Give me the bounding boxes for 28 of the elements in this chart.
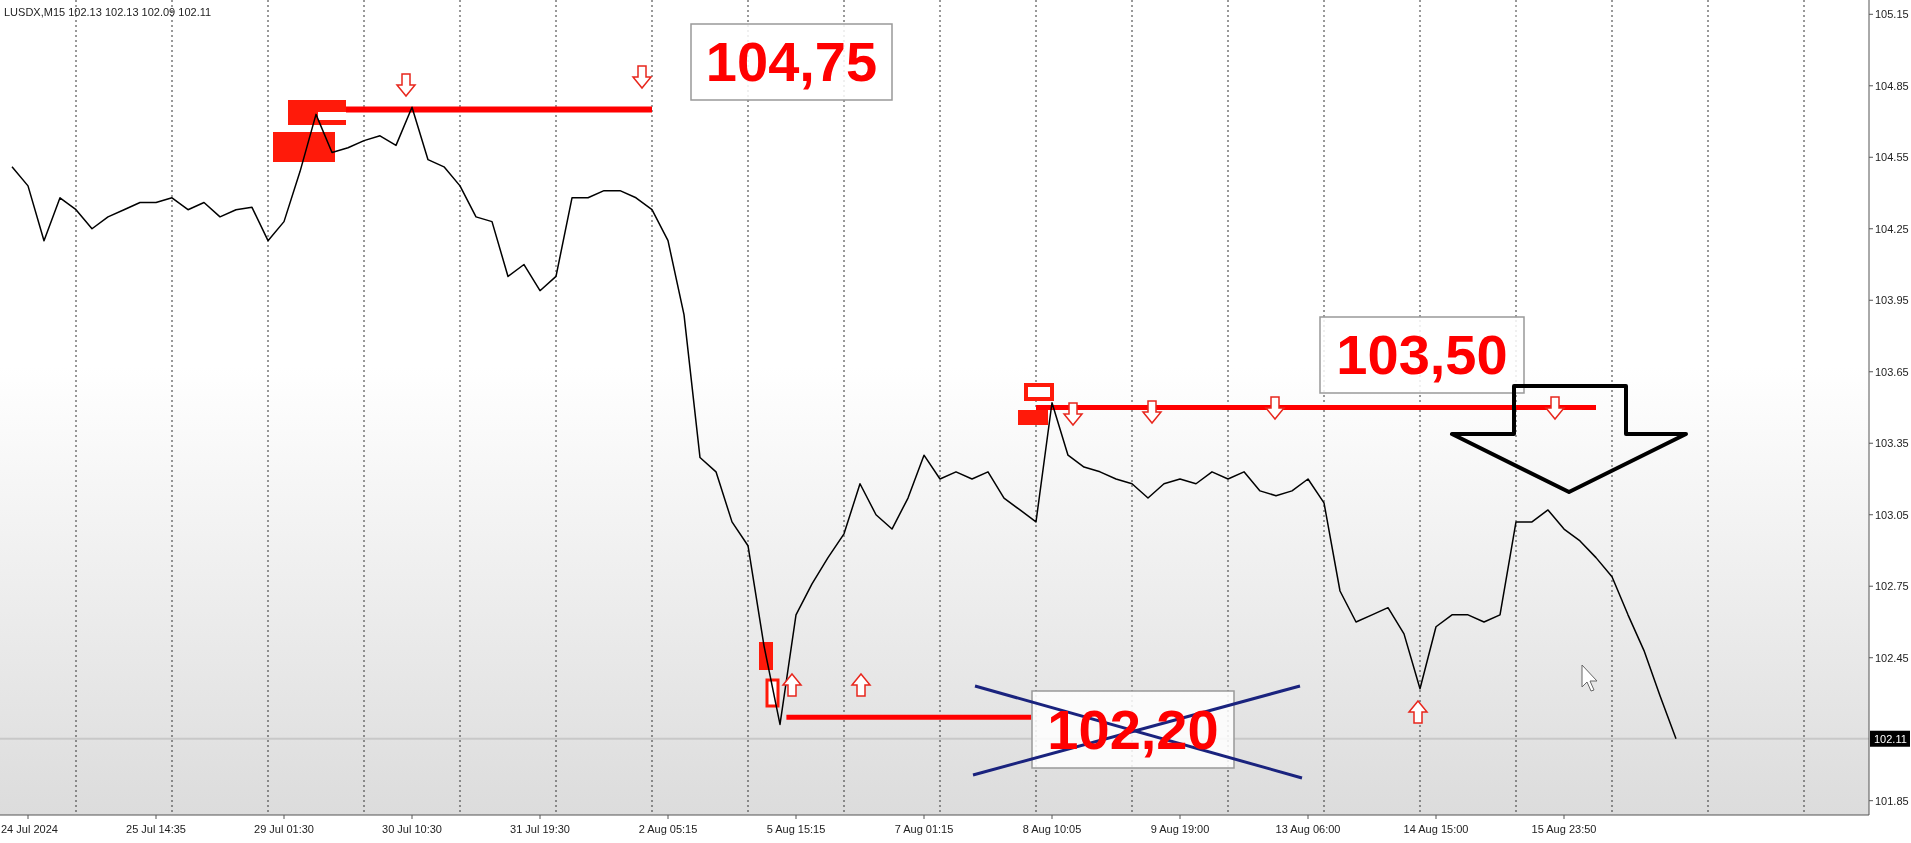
y-tick-label: 101.85 [1875, 794, 1909, 807]
x-tick-label: 5 Aug 15:15 [766, 823, 826, 835]
y-tick-label: 103.95 [1875, 294, 1909, 307]
x-tick-label: 15 Aug 23:50 [1531, 823, 1597, 835]
x-tick-label: 13 Aug 06:00 [1275, 823, 1341, 835]
ref-line-label: 104,75 [705, 30, 878, 93]
x-tick-label: 24 Jul 2024 [1, 823, 58, 835]
ref-line-label: 102.11 [1874, 732, 1907, 745]
x-tick-label: 25 Jul 14:35 [126, 823, 186, 835]
y-tick-label: 103.35 [1875, 437, 1909, 450]
y-tick-label: 104.55 [1875, 151, 1909, 164]
x-tick-label: 2 Aug 05:15 [638, 823, 698, 835]
y-tick-label: 104.85 [1875, 79, 1909, 92]
x-tick-label: 7 Aug 01:15 [894, 823, 954, 835]
ref-line-label: 103,50 [1336, 323, 1508, 386]
x-tick-label: 14 Aug 15:00 [1403, 823, 1469, 835]
x-tick-label: 8 Aug 10:05 [1022, 823, 1082, 835]
y-tick-label: 104.25 [1875, 222, 1909, 235]
y-tick-label: 102.45 [1875, 651, 1909, 664]
y-tick-label: 105.15 [1875, 8, 1909, 21]
y-tick-label: 103.65 [1875, 365, 1909, 378]
y-tick-label: 102.75 [1875, 580, 1909, 593]
text: LUSDX,M15 102.13 102.13 102.09 102.11 [4, 6, 212, 18]
y-tick-label: 103.05 [1875, 508, 1909, 521]
x-tick-label: 30 Jul 10:30 [382, 823, 442, 835]
x-tick-label: 9 Aug 19:00 [1150, 823, 1210, 835]
x-tick-label: 31 Jul 19:30 [510, 823, 570, 835]
x-tick-label: 29 Jul 01:30 [254, 823, 314, 835]
